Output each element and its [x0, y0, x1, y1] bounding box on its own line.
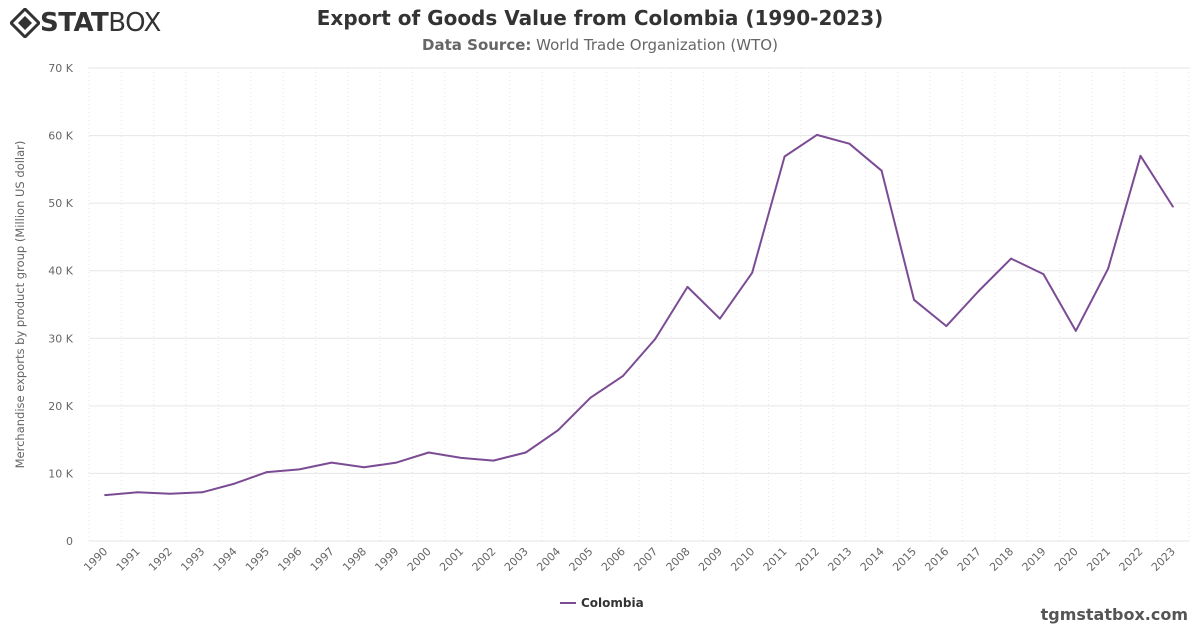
x-tick-label: 2004: [534, 545, 563, 574]
x-tick-label: 2016: [922, 545, 951, 574]
data-point: [816, 133, 818, 136]
x-tick-label: 2023: [1149, 545, 1178, 574]
x-tick-label: 2014: [858, 545, 887, 574]
data-point: [298, 468, 301, 471]
subtitle-value: World Trade Organization (WTO): [536, 36, 778, 54]
x-tick-label: 2009: [696, 545, 725, 574]
data-point: [330, 461, 333, 464]
data-point: [945, 325, 948, 328]
x-tick-label: 2012: [793, 545, 822, 574]
data-point: [913, 298, 915, 301]
x-tick-label: 2007: [631, 545, 660, 574]
y-tick-label: 20 K: [48, 400, 73, 413]
data-point: [1107, 267, 1110, 270]
site-credit: tgmstatbox.com: [1040, 605, 1188, 624]
data-point: [589, 396, 592, 399]
x-tick-label: 2017: [955, 545, 984, 574]
x-tick-label: 1999: [372, 545, 401, 574]
x-tick-label: 2018: [987, 545, 1016, 574]
x-tick-label: 1994: [211, 545, 240, 574]
series-line-colombia: [104, 133, 1174, 497]
x-tick-label: 1997: [308, 545, 337, 574]
data-point: [1139, 154, 1142, 157]
x-tick-label: 1990: [81, 545, 110, 574]
y-tick-label: 0: [66, 535, 73, 548]
y-tick-label: 10 K: [48, 467, 73, 480]
x-tick-label: 2006: [599, 545, 628, 574]
data-point: [977, 290, 980, 292]
x-tick-label: 1993: [178, 545, 207, 574]
legend-label: Colombia: [581, 596, 644, 610]
x-tick-label: 2008: [664, 545, 693, 574]
y-tick-label: 30 K: [48, 332, 73, 345]
logo-text: STATBOX: [40, 8, 161, 38]
chart-title: Export of Goods Value from Colombia (199…: [316, 6, 884, 30]
data-point: [136, 491, 139, 494]
y-tick-label: 60 K: [48, 130, 73, 143]
data-point: [201, 491, 204, 494]
x-tick-label: 2021: [1084, 545, 1113, 574]
data-point: [1171, 205, 1174, 208]
x-tick-label: 2020: [1052, 545, 1081, 574]
x-tick-label: 1995: [243, 545, 272, 574]
data-point: [1042, 273, 1045, 275]
statbox-logo: STATBOX: [10, 6, 161, 40]
data-point: [233, 482, 236, 485]
data-point: [524, 451, 527, 454]
x-tick-label: 1998: [340, 545, 369, 574]
subtitle-label: Data Source:: [422, 36, 532, 54]
chart-subtitle: Data Source: World Trade Organization (W…: [0, 36, 1200, 54]
x-tick-label: 1996: [275, 545, 304, 574]
data-point: [395, 461, 398, 464]
y-axis-title: Merchandise exports by product group (Mi…: [13, 141, 27, 469]
x-tick-label: 2015: [890, 545, 919, 574]
x-tick-label: 2013: [825, 545, 854, 574]
x-tick-label: 1991: [114, 545, 143, 574]
x-tick-label: 2011: [761, 545, 790, 574]
data-point: [104, 494, 107, 496]
x-tick-label: 2010: [728, 545, 757, 574]
data-point: [654, 338, 657, 340]
x-tick-label: 2022: [1117, 545, 1146, 574]
data-point: [492, 459, 495, 462]
x-tick-label: 2000: [405, 545, 434, 574]
data-point: [718, 317, 721, 320]
data-point: [168, 492, 171, 495]
x-tick-label: 2001: [437, 545, 466, 574]
data-point: [621, 375, 624, 378]
data-point: [1074, 329, 1077, 332]
data-point: [880, 169, 883, 172]
data-point: [427, 451, 430, 454]
data-point: [557, 429, 560, 432]
data-point: [686, 286, 689, 288]
data-point: [460, 456, 462, 459]
x-tick-label: 2019: [1020, 545, 1049, 574]
data-point: [363, 466, 365, 469]
y-tick-label: 50 K: [48, 197, 73, 210]
x-tick-label: 2002: [470, 545, 499, 574]
x-tick-label: 2003: [502, 545, 531, 574]
data-point: [848, 142, 851, 145]
data-point: [266, 471, 268, 473]
data-point: [751, 271, 754, 274]
data-point: [783, 155, 786, 158]
x-tick-label: 2005: [567, 545, 596, 574]
y-tick-label: 70 K: [48, 62, 73, 75]
y-tick-label: 40 K: [48, 265, 73, 278]
x-tick-label: 1992: [146, 545, 175, 574]
logo-diamond-icon: [10, 8, 40, 38]
data-point: [1010, 257, 1012, 260]
